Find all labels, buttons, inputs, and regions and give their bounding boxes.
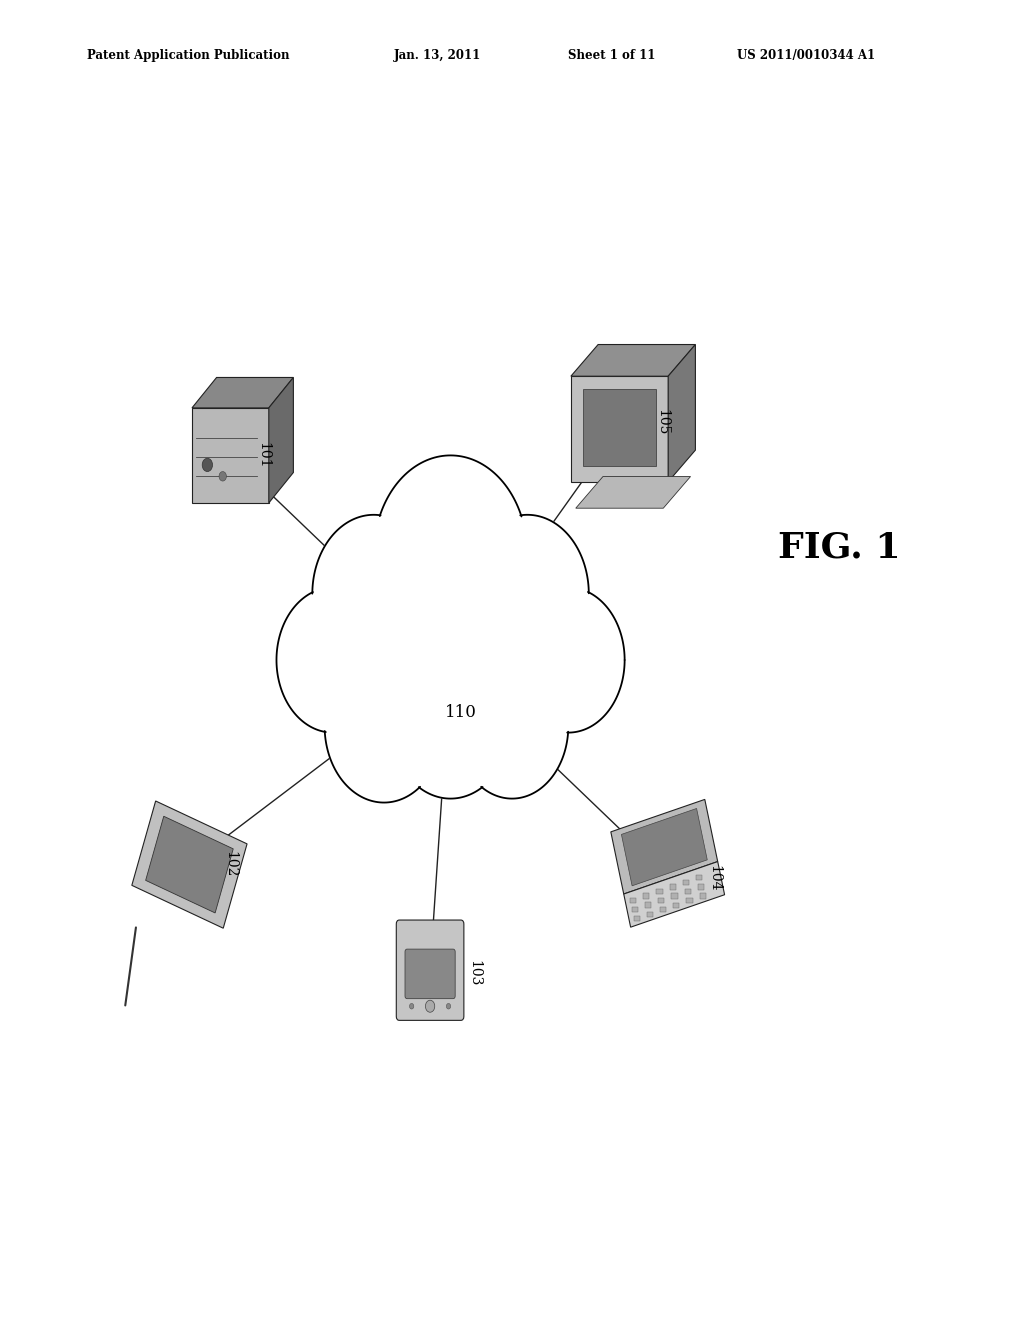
- Polygon shape: [622, 808, 708, 886]
- Text: US 2011/0010344 A1: US 2011/0010344 A1: [737, 49, 876, 62]
- Bar: [672, 894, 678, 899]
- Bar: [660, 907, 667, 912]
- Bar: [645, 903, 651, 908]
- Bar: [670, 884, 676, 890]
- Circle shape: [446, 1003, 451, 1008]
- Circle shape: [202, 458, 213, 471]
- Polygon shape: [132, 801, 247, 928]
- Polygon shape: [193, 378, 294, 408]
- Circle shape: [325, 649, 443, 803]
- Polygon shape: [571, 345, 695, 376]
- Bar: [632, 907, 638, 912]
- Polygon shape: [193, 408, 268, 503]
- Text: FIG. 1: FIG. 1: [778, 531, 901, 565]
- Bar: [686, 898, 692, 903]
- Text: 110: 110: [444, 705, 477, 721]
- Circle shape: [466, 515, 589, 673]
- Bar: [634, 916, 640, 921]
- Polygon shape: [611, 800, 718, 894]
- Circle shape: [219, 471, 226, 480]
- Circle shape: [276, 587, 389, 733]
- Text: 104: 104: [708, 865, 722, 891]
- Circle shape: [456, 653, 568, 799]
- Text: 103: 103: [467, 960, 481, 986]
- Circle shape: [425, 1001, 435, 1012]
- Bar: [643, 894, 649, 899]
- Circle shape: [374, 455, 527, 653]
- Polygon shape: [145, 816, 233, 913]
- Text: Sheet 1 of 11: Sheet 1 of 11: [568, 49, 655, 62]
- Bar: [647, 912, 653, 917]
- FancyBboxPatch shape: [396, 920, 464, 1020]
- Bar: [656, 888, 663, 894]
- Text: 102: 102: [223, 851, 238, 878]
- Circle shape: [389, 640, 512, 799]
- FancyBboxPatch shape: [404, 949, 455, 999]
- Text: Jan. 13, 2011: Jan. 13, 2011: [394, 49, 481, 62]
- Bar: [685, 888, 691, 894]
- Polygon shape: [624, 862, 725, 927]
- Bar: [697, 884, 703, 890]
- Bar: [696, 875, 702, 880]
- Bar: [699, 894, 706, 899]
- Circle shape: [312, 515, 435, 673]
- Text: 101: 101: [256, 442, 270, 469]
- Circle shape: [410, 1003, 414, 1008]
- Bar: [630, 898, 636, 903]
- Bar: [674, 903, 680, 908]
- Polygon shape: [668, 345, 695, 482]
- Circle shape: [369, 548, 532, 759]
- Text: 105: 105: [655, 409, 670, 436]
- Polygon shape: [575, 477, 690, 508]
- Polygon shape: [268, 378, 294, 503]
- Polygon shape: [571, 376, 668, 482]
- Polygon shape: [583, 389, 656, 466]
- Bar: [658, 898, 665, 903]
- Bar: [683, 879, 689, 884]
- Circle shape: [512, 587, 625, 733]
- Text: Patent Application Publication: Patent Application Publication: [87, 49, 290, 62]
